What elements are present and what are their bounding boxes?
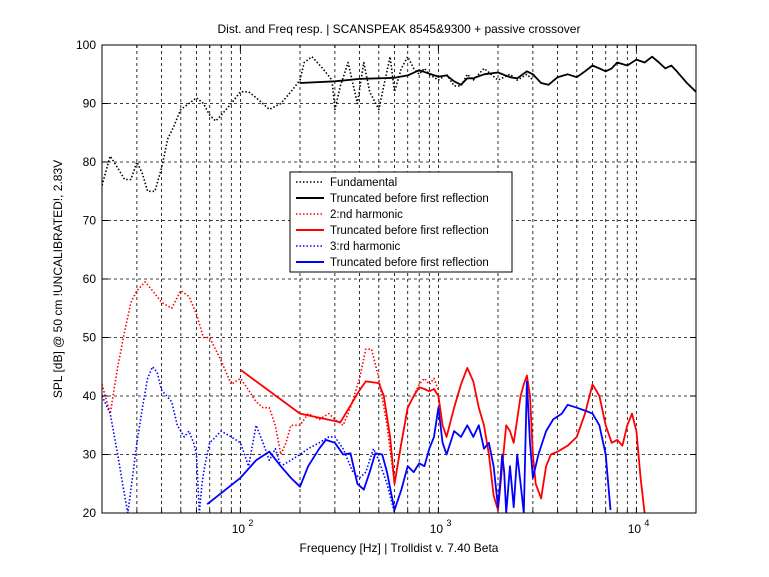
y-tick-label: 70 xyxy=(83,214,97,228)
grid-lines xyxy=(102,45,696,513)
y-tick-label: 80 xyxy=(83,155,97,169)
y-tick-label: 20 xyxy=(83,506,97,520)
chart-title: Dist. and Freq resp. | SCANSPEAK 8545&93… xyxy=(218,22,581,36)
x-tick-exponent: 2 xyxy=(248,518,253,528)
series-line-2 xyxy=(299,55,696,93)
series-line-6 xyxy=(206,380,612,513)
x-tick-label: 10 xyxy=(430,522,444,536)
y-tick-label: 60 xyxy=(83,272,97,286)
y-tick-label: 100 xyxy=(76,38,96,52)
y-tick-label: 30 xyxy=(83,448,97,462)
legend-label: Fundamental xyxy=(330,177,397,189)
legend-label: 2:nd harmonic xyxy=(330,209,403,221)
series-line-3 xyxy=(102,281,440,485)
legend-box xyxy=(289,171,513,273)
legend: Fundamental Truncated before first reflec… xyxy=(289,171,513,273)
series-line-5 xyxy=(102,365,396,513)
legend-label: 3:rd harmonic xyxy=(330,241,401,253)
series-group xyxy=(102,55,696,513)
legend-label: Truncated before first reflection xyxy=(330,193,489,205)
x-axis-label: Frequency [Hz] | Trolldist v. 7.40 Beta xyxy=(300,541,499,555)
x-tick-exponent: 3 xyxy=(446,518,451,528)
x-tick-label: 10 xyxy=(232,522,246,536)
y-tick-label: 50 xyxy=(83,331,97,345)
x-tick-exponent: 4 xyxy=(644,518,649,528)
legend-label: Truncated before first reflection xyxy=(330,257,489,269)
y-tick-label: 40 xyxy=(83,389,97,403)
legend-label: Truncated before first reflection xyxy=(330,225,489,237)
y-axis-label: SPL [dB] @ 50 cm !UNCALIBRATED!, 2.83V xyxy=(51,160,65,398)
x-tick-label: 10 xyxy=(628,522,642,536)
y-tick-label: 90 xyxy=(83,97,97,111)
